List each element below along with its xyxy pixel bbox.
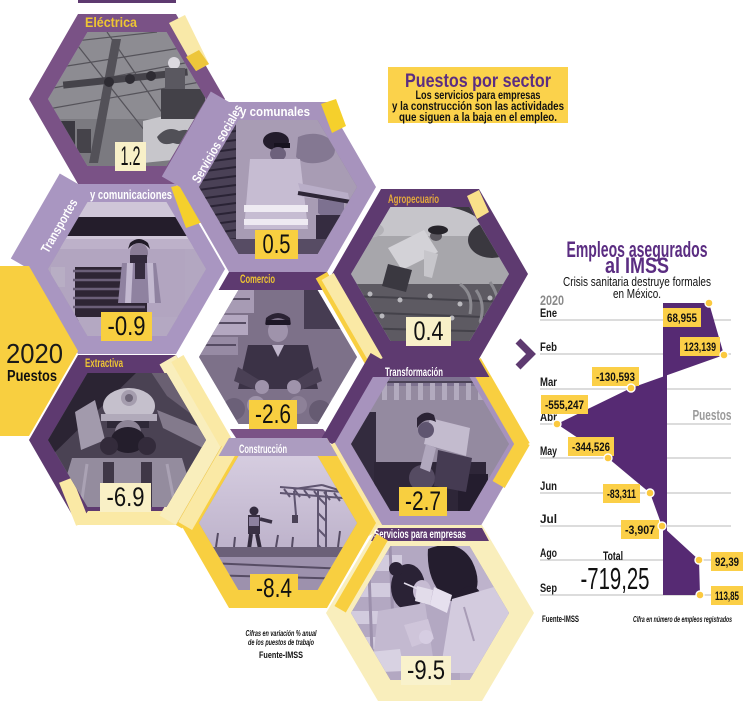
- svg-text:Cifra en número de empleos reg: Cifra en número de empleos registrados: [633, 614, 732, 624]
- svg-text:-3,907: -3,907: [625, 525, 655, 537]
- svg-text:-130,593: -130,593: [596, 372, 635, 384]
- svg-text:Sep: Sep: [540, 581, 557, 595]
- svg-text:Total: Total: [603, 551, 623, 563]
- svg-text:y comunales: y comunales: [240, 104, 310, 119]
- svg-text:2020: 2020: [540, 293, 564, 308]
- svg-text:Los servicios para empresas: Los servicios para empresas: [416, 90, 541, 102]
- svg-text:68,955: 68,955: [667, 313, 698, 325]
- svg-text:Cifras en variación % anual: Cifras en variación % anual: [246, 628, 317, 638]
- svg-text:Jun: Jun: [540, 479, 557, 493]
- svg-text:de los puestos de trabajo: de los puestos de trabajo: [248, 637, 314, 647]
- svg-text:0.5: 0.5: [263, 229, 291, 259]
- svg-text:al IMSS: al IMSS: [605, 253, 669, 278]
- svg-text:Ago: Ago: [540, 546, 557, 560]
- svg-text:Crisis sanitaria destruye form: Crisis sanitaria destruye formales: [563, 275, 711, 289]
- svg-text:1.2: 1.2: [121, 141, 141, 171]
- svg-text:-6.9: -6.9: [107, 482, 145, 512]
- svg-text:Mar: Mar: [540, 375, 557, 389]
- svg-text:-8.4: -8.4: [256, 573, 292, 603]
- svg-text:2020: 2020: [6, 338, 63, 369]
- svg-text:Ene: Ene: [540, 306, 557, 320]
- svg-text:Puestos: Puestos: [7, 368, 57, 385]
- svg-text:Comercio: Comercio: [240, 274, 275, 286]
- svg-text:y comunicaciones: y comunicaciones: [90, 187, 172, 202]
- svg-text:Jul: Jul: [540, 512, 557, 526]
- svg-text:113,85: 113,85: [715, 591, 739, 603]
- svg-text:Puestos: Puestos: [693, 407, 732, 424]
- svg-text:Extractiva: Extractiva: [85, 358, 123, 370]
- svg-text:0.4: 0.4: [414, 316, 444, 346]
- svg-text:Fuente-IMSS: Fuente-IMSS: [542, 614, 579, 624]
- svg-text:123,139: 123,139: [684, 342, 716, 354]
- svg-text:Feb: Feb: [540, 340, 557, 354]
- svg-text:que siguen a la baja en el emp: que siguen a la baja en el empleo.: [399, 112, 557, 124]
- svg-text:Puestos por sector: Puestos por sector: [405, 71, 552, 92]
- svg-text:-83,311: -83,311: [607, 489, 636, 501]
- svg-text:Fuente-IMSS: Fuente-IMSS: [259, 650, 303, 660]
- svg-text:en México.: en México.: [613, 287, 661, 301]
- svg-text:-344,526: -344,526: [572, 442, 610, 454]
- svg-text:-2.7: -2.7: [405, 486, 441, 516]
- svg-text:Eléctrica: Eléctrica: [85, 15, 137, 30]
- svg-text:Agropecuario: Agropecuario: [388, 192, 439, 206]
- svg-text:Empleos asegurados: Empleos asegurados: [567, 237, 708, 262]
- svg-text:-719,25: -719,25: [581, 561, 650, 596]
- svg-text:-0.9: -0.9: [108, 311, 146, 341]
- svg-text:-9.5: -9.5: [407, 655, 445, 685]
- svg-text:92,39: 92,39: [715, 557, 739, 569]
- svg-text:Construcción: Construcción: [239, 442, 287, 456]
- svg-text:y la construcción son las acti: y la construcción son las actividades: [392, 101, 564, 113]
- svg-text:Servicios para empresas: Servicios para empresas: [374, 527, 466, 541]
- svg-text:Transformación: Transformación: [385, 365, 443, 379]
- svg-text:May: May: [540, 444, 557, 458]
- svg-text:-555,247: -555,247: [545, 400, 584, 412]
- svg-text:-2.6: -2.6: [255, 399, 291, 429]
